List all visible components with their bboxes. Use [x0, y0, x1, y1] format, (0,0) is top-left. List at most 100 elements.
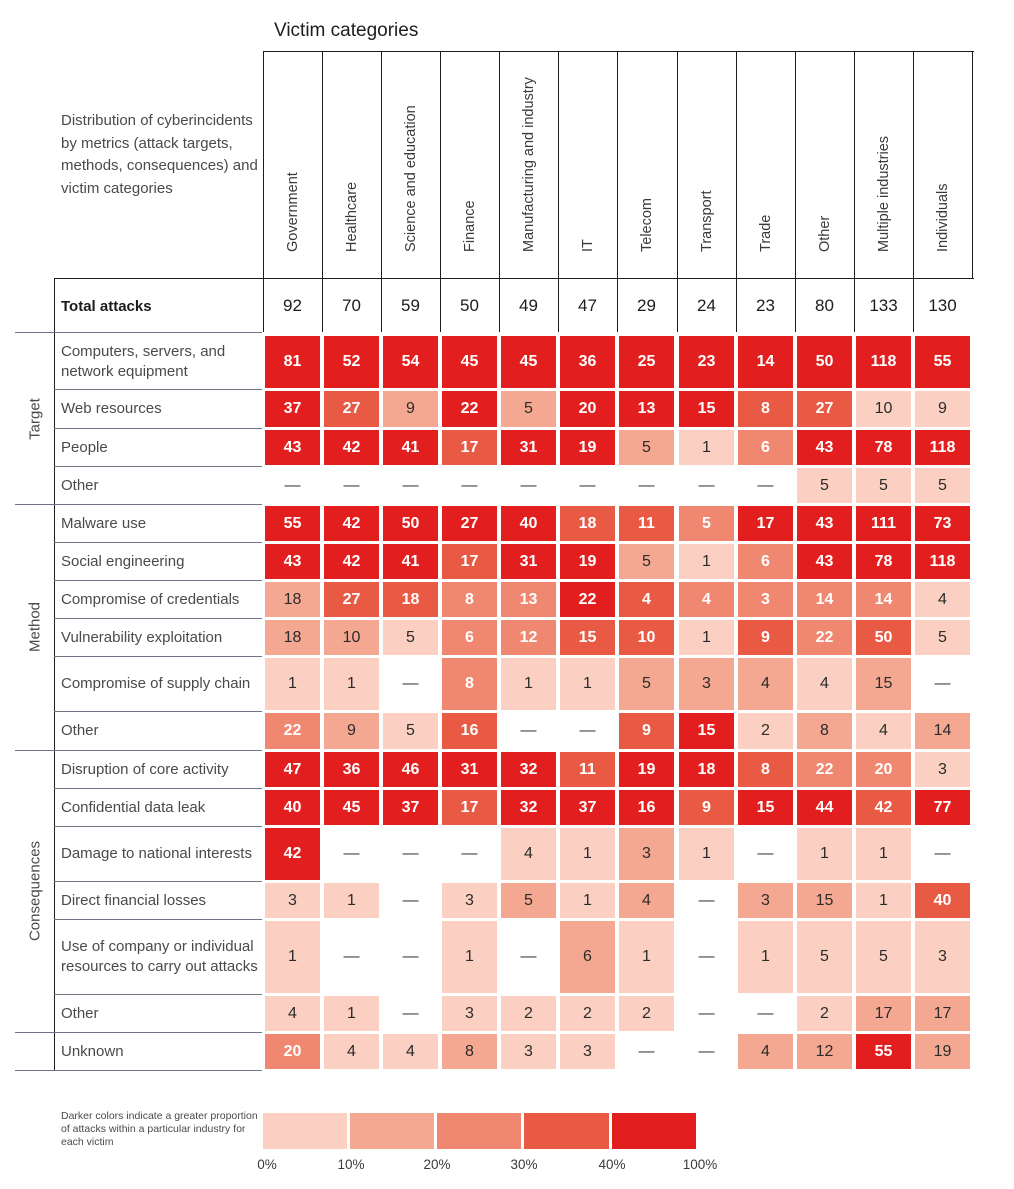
- heatmap-cell: —: [520, 476, 537, 494]
- heatmap-cell: 4: [738, 1034, 793, 1069]
- heatmap-cell: 1: [679, 828, 734, 880]
- row-group-axis-line: [54, 278, 55, 1070]
- heatmap-cell: —: [698, 476, 715, 494]
- row-separator: [54, 994, 262, 995]
- heatmap-cell: —: [757, 476, 774, 494]
- row-group-label: Target: [20, 333, 50, 504]
- total-value: 92: [283, 296, 302, 315]
- heatmap-cell: 5: [797, 468, 852, 503]
- heatmap-cell: 43: [797, 544, 852, 579]
- column-header-label: Telecom: [638, 198, 655, 252]
- heatmap-cell: —: [698, 1004, 715, 1022]
- heatmap-cell: 1: [679, 544, 734, 579]
- heatmap-cell: 118: [856, 336, 911, 388]
- heatmap-cell: 1: [679, 430, 734, 465]
- heatmap-cell: 118: [915, 430, 970, 465]
- heatmap-cell: 42: [324, 430, 379, 465]
- heatmap-cell: 3: [265, 883, 320, 918]
- heatmap-cell: 14: [915, 713, 970, 749]
- row-label: Other: [61, 712, 261, 750]
- column-header-label: Manufacturing and industry: [520, 77, 537, 252]
- total-value: 47: [578, 296, 597, 315]
- total-value: 23: [756, 296, 775, 315]
- row-label: Malware use: [61, 505, 261, 542]
- heatmap-cell: 55: [915, 336, 970, 388]
- heatmap-cell: 31: [501, 430, 556, 465]
- heatmap-cell: 40: [915, 883, 970, 918]
- heatmap-cell: 32: [501, 752, 556, 787]
- heatmap-cell: 4: [619, 582, 674, 617]
- heatmap-cell: —: [520, 722, 537, 739]
- heatmap-cell: —: [284, 476, 301, 494]
- heatmap-cell: 5: [619, 544, 674, 579]
- column-header: Trade: [736, 52, 795, 278]
- heatmap-cell: 15: [679, 713, 734, 749]
- heatmap-cell: 118: [915, 544, 970, 579]
- heatmap-cell: 5: [383, 620, 438, 655]
- legend-tick-label: 20%: [423, 1157, 451, 1172]
- heatmap-cell: 15: [856, 658, 911, 710]
- heatmap-cell: 13: [619, 391, 674, 427]
- column-header: Government: [263, 52, 322, 278]
- heatmap-cell: 52: [324, 336, 379, 388]
- column-divider: [558, 51, 559, 332]
- heatmap-cell: —: [698, 948, 715, 965]
- heatmap-cell: 16: [619, 790, 674, 825]
- heatmap-cell: 3: [915, 921, 970, 993]
- column-divider: [440, 51, 441, 332]
- total-value: 80: [815, 296, 834, 315]
- heatmap-cell: 4: [619, 883, 674, 918]
- legend-tick-label: 40%: [598, 1157, 626, 1172]
- heatmap-cell: 73: [915, 506, 970, 541]
- heatmap-cell: —: [343, 845, 360, 862]
- heatmap-cell: 3: [738, 582, 793, 617]
- heatmap-cell: 22: [560, 582, 615, 617]
- heatmap-cell: 78: [856, 430, 911, 465]
- heatmap-cell: 1: [738, 921, 793, 993]
- column-divider: [795, 51, 796, 332]
- column-divider: [972, 51, 973, 278]
- heatmap-cell: 20: [560, 391, 615, 427]
- column-header-label: Finance: [461, 200, 478, 252]
- heatmap-cell: 50: [383, 506, 438, 541]
- heatmap-cell: 2: [560, 996, 615, 1031]
- heatmap-cell: 9: [383, 391, 438, 427]
- heatmap-cell: 3: [501, 1034, 556, 1069]
- heatmap-cell: 1: [560, 883, 615, 918]
- heatmap-cell: 43: [797, 430, 852, 465]
- row-label: Other: [61, 995, 261, 1032]
- column-header: Science and education: [381, 52, 440, 278]
- heatmap-cell: 5: [856, 921, 911, 993]
- column-header-label: Science and education: [402, 105, 419, 252]
- heatmap-cell: 17: [442, 790, 497, 825]
- heatmap-cell: 77: [915, 790, 970, 825]
- row-label-text: Direct financial losses: [61, 891, 207, 909]
- heatmap-cell: 18: [679, 752, 734, 787]
- heatmap-cell: 111: [856, 506, 911, 541]
- heatmap-cell: —: [579, 722, 596, 739]
- row-separator: [54, 466, 262, 467]
- heatmap-cell: 43: [265, 544, 320, 579]
- column-header: Telecom: [617, 52, 676, 278]
- heatmap-cell: 50: [797, 336, 852, 388]
- heatmap-cell: 22: [442, 391, 497, 427]
- heatmap-cell: —: [461, 845, 478, 862]
- row-label: Direct financial losses: [61, 882, 261, 919]
- heatmap-cell: —: [698, 1042, 715, 1060]
- row-separator: [54, 389, 262, 390]
- row-separator: [54, 618, 262, 619]
- row-separator: [54, 881, 262, 882]
- heatmap-cell: 1: [856, 828, 911, 880]
- heatmap-cell: 55: [265, 506, 320, 541]
- column-header: Healthcare: [322, 52, 381, 278]
- heatmap-cell: 14: [856, 582, 911, 617]
- heatmap-cell: 8: [442, 582, 497, 617]
- heatmap-cell: 55: [856, 1034, 911, 1069]
- heatmap-cell: 17: [915, 996, 970, 1031]
- heatmap-cell: —: [934, 675, 951, 692]
- row-label-text: Compromise of supply chain: [61, 675, 251, 692]
- row-label: Unknown: [61, 1033, 261, 1070]
- heatmap-cell: —: [520, 948, 537, 965]
- heatmap-cell: 3: [442, 883, 497, 918]
- heatmap-cell: 19: [619, 752, 674, 787]
